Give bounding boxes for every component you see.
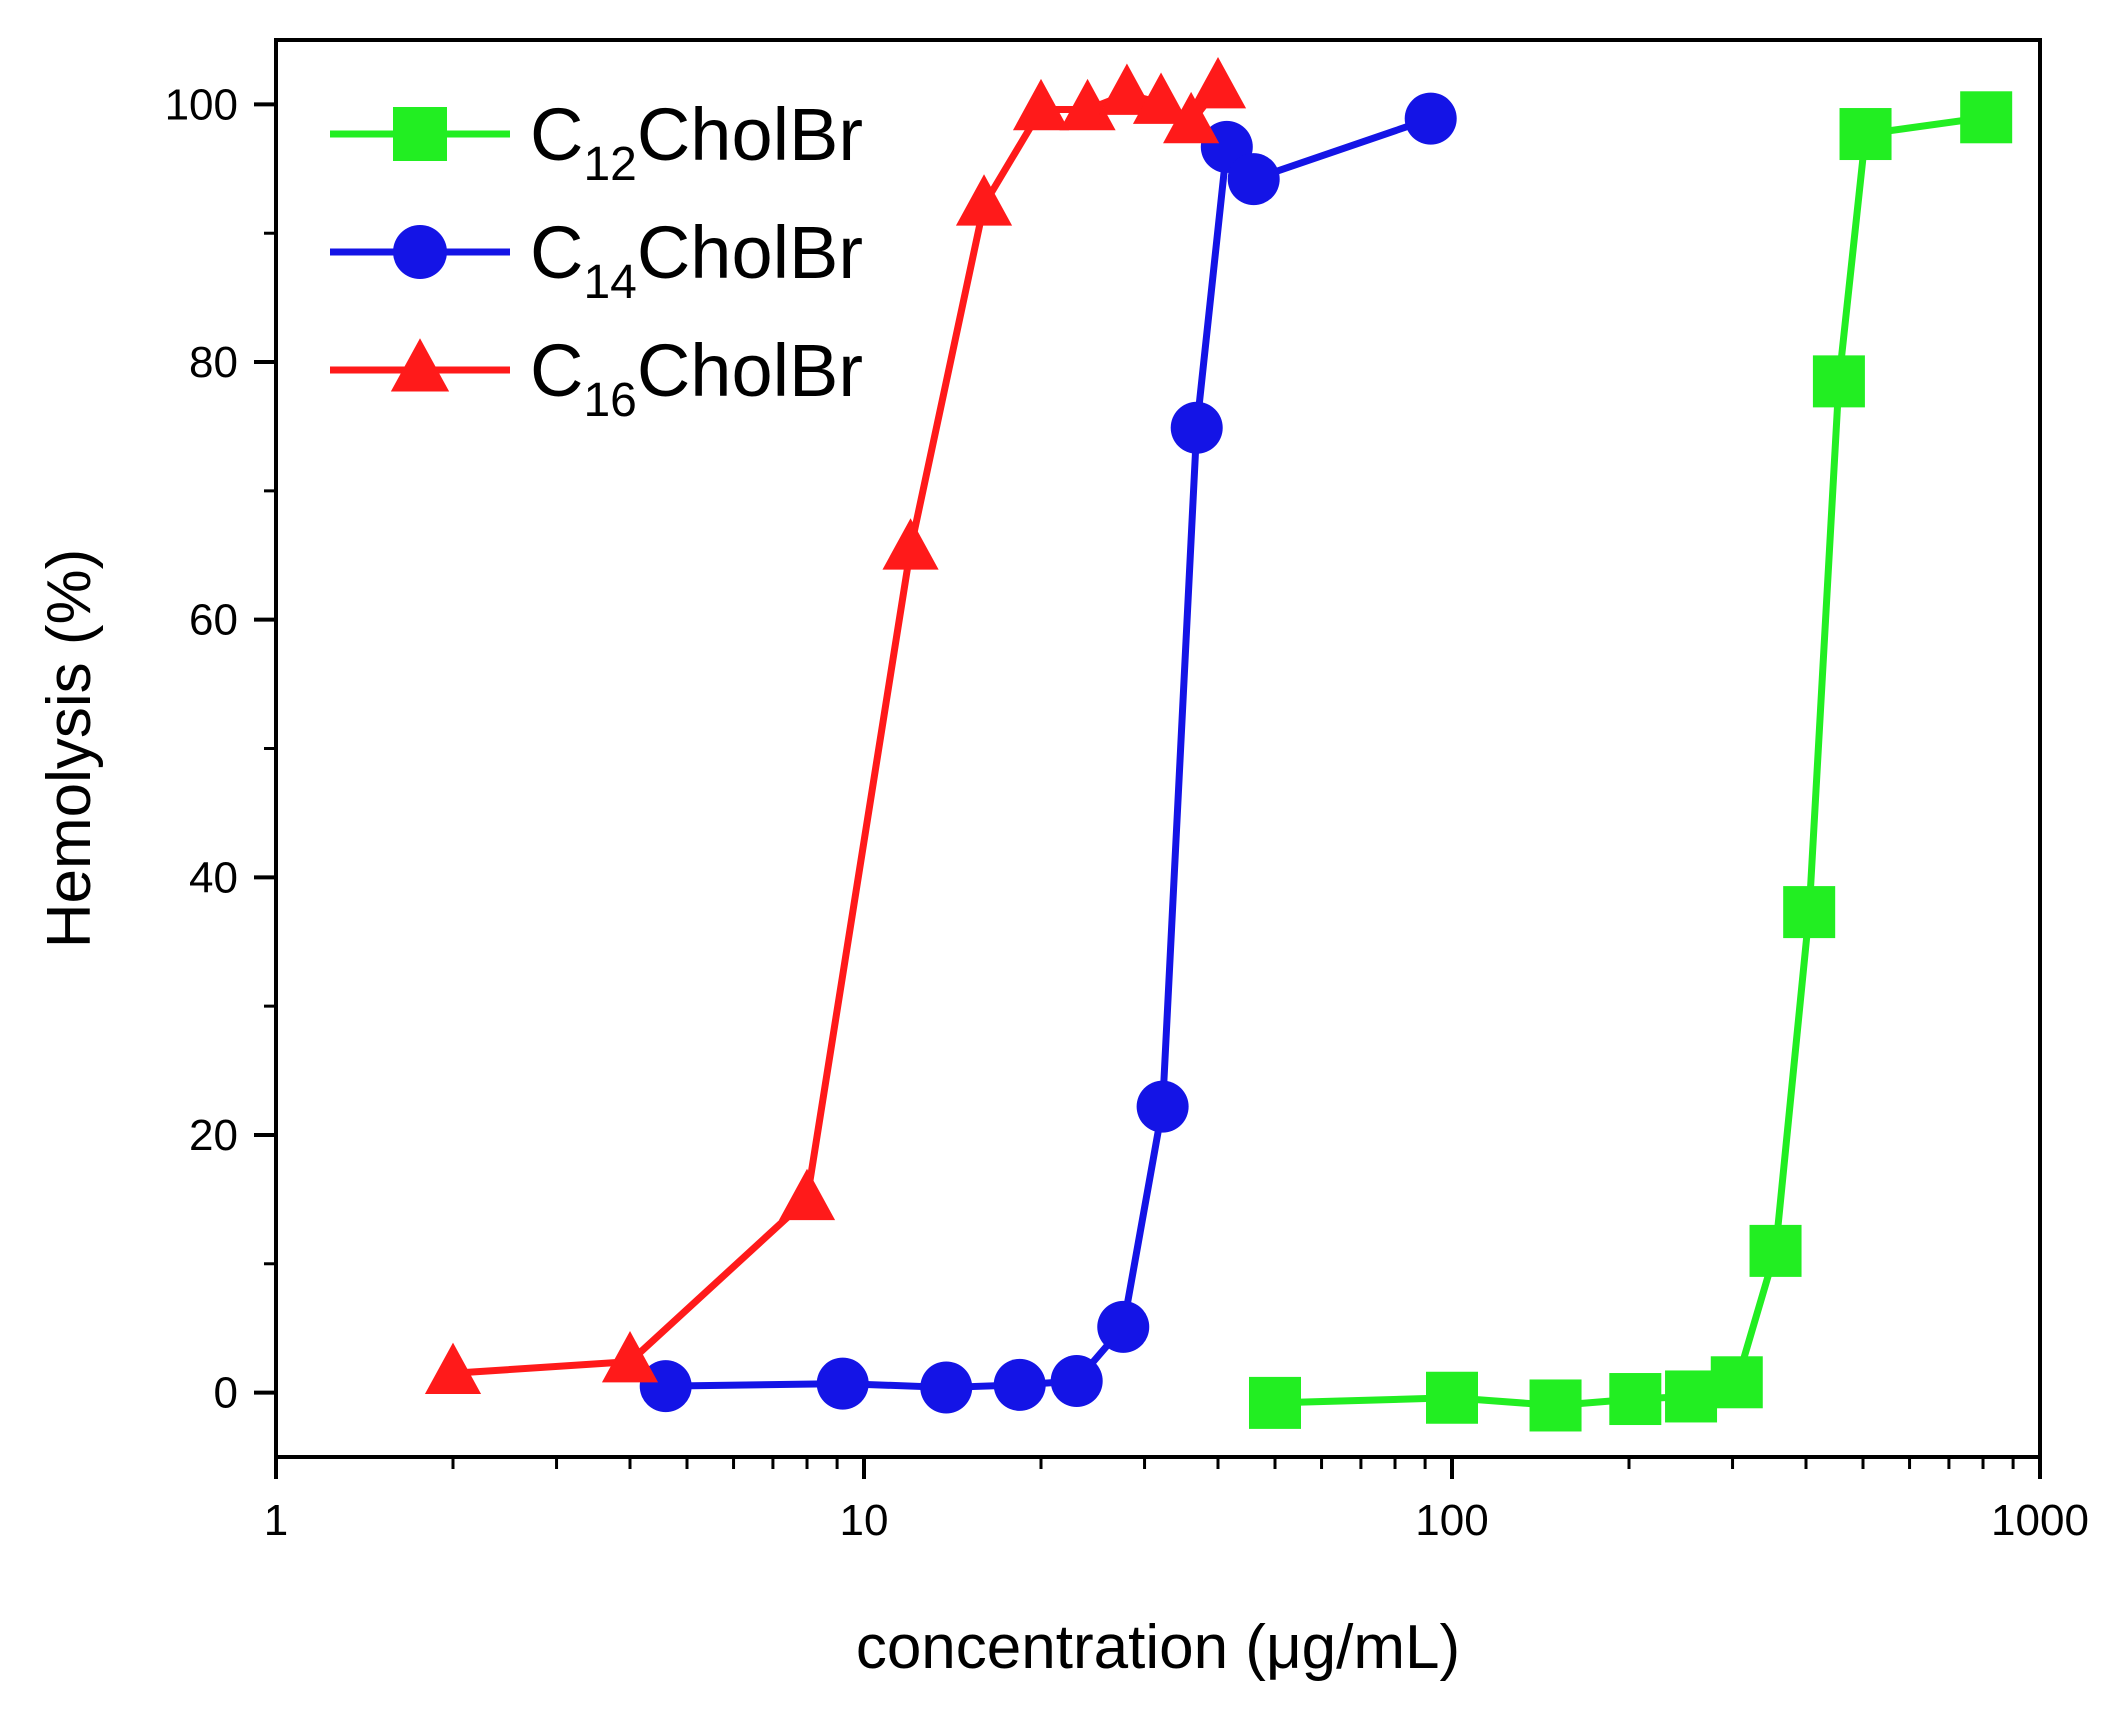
x-tick-label: 100 [1415,1496,1488,1545]
data-point [1097,1300,1150,1353]
legend-item-C14CholBr: C14CholBr [330,211,863,309]
legend-label-prefix: C [530,329,583,412]
legend-label-subscript: 12 [583,138,636,191]
x-tick-label: 1 [264,1496,288,1545]
data-point [1609,1373,1662,1426]
legend-label: C14CholBr [530,211,863,309]
data-point [1783,886,1836,939]
data-point [816,1357,869,1410]
data-point [601,1331,659,1383]
x-tick-label: 1000 [1991,1496,2089,1545]
data-point [1050,1354,1103,1407]
data-point [1665,1370,1718,1423]
legend-label-subscript: 14 [583,256,636,309]
legend-label-prefix: C [530,93,583,176]
data-point [424,1342,482,1395]
y-tick-label: 0 [214,1369,238,1418]
data-point [1812,355,1865,408]
data-point [920,1361,973,1414]
y-tick-label: 20 [189,1111,238,1160]
y-tick-label: 60 [189,596,238,645]
y-axis-title: Hemolysis (%) [35,549,104,949]
series-C12CholBr [1248,91,2013,1432]
data-point [1710,1356,1763,1409]
data-point [1059,78,1116,131]
data-point [1839,108,1892,161]
legend-label-subscript: 16 [583,374,636,427]
legend-label: C16CholBr [530,329,863,427]
data-point [1136,1080,1189,1133]
legend-item-C12CholBr: C12CholBr [330,93,863,191]
legend-label-suffix: CholBr [637,93,863,176]
data-point [1189,57,1247,109]
y-tick-label: 100 [165,80,238,129]
data-point [1132,72,1190,124]
data-point [1404,92,1457,145]
data-point [882,518,939,570]
data-point [993,1358,1046,1411]
axes: 1 10 100 1000 0 20 40 60 80 100 concentration (μg/… [35,38,2089,1682]
y-tick-label: 80 [189,338,238,387]
data-point [1170,401,1223,454]
legend-marker [390,338,450,392]
legend-marker [393,225,447,279]
data-point [1960,91,2013,144]
data-point [778,1168,836,1221]
data-point [1098,63,1156,115]
data-point [1529,1379,1582,1432]
x-axis-title: concentration (μg/mL) [856,1613,1460,1682]
data-point [1227,153,1280,206]
legend-label-suffix: CholBr [637,329,863,412]
legend-label: C12CholBr [530,93,863,191]
y-tick-label: 40 [189,853,238,902]
legend-marker [393,107,447,161]
data-point [1012,78,1070,131]
data-point [1426,1371,1478,1424]
x-tick-label: 10 [840,1496,889,1545]
legend-label-suffix: CholBr [637,211,863,294]
plot-area [424,57,2013,1432]
series-C14CholBr [639,92,1457,1414]
legend-label-prefix: C [530,211,583,294]
data-point [1163,91,1220,144]
legend-item-C16CholBr: C16CholBr [330,329,863,427]
data-point [1749,1224,1802,1277]
data-point [955,174,1013,226]
series-C16CholBr [424,57,1247,1395]
data-point [1248,1376,1301,1429]
